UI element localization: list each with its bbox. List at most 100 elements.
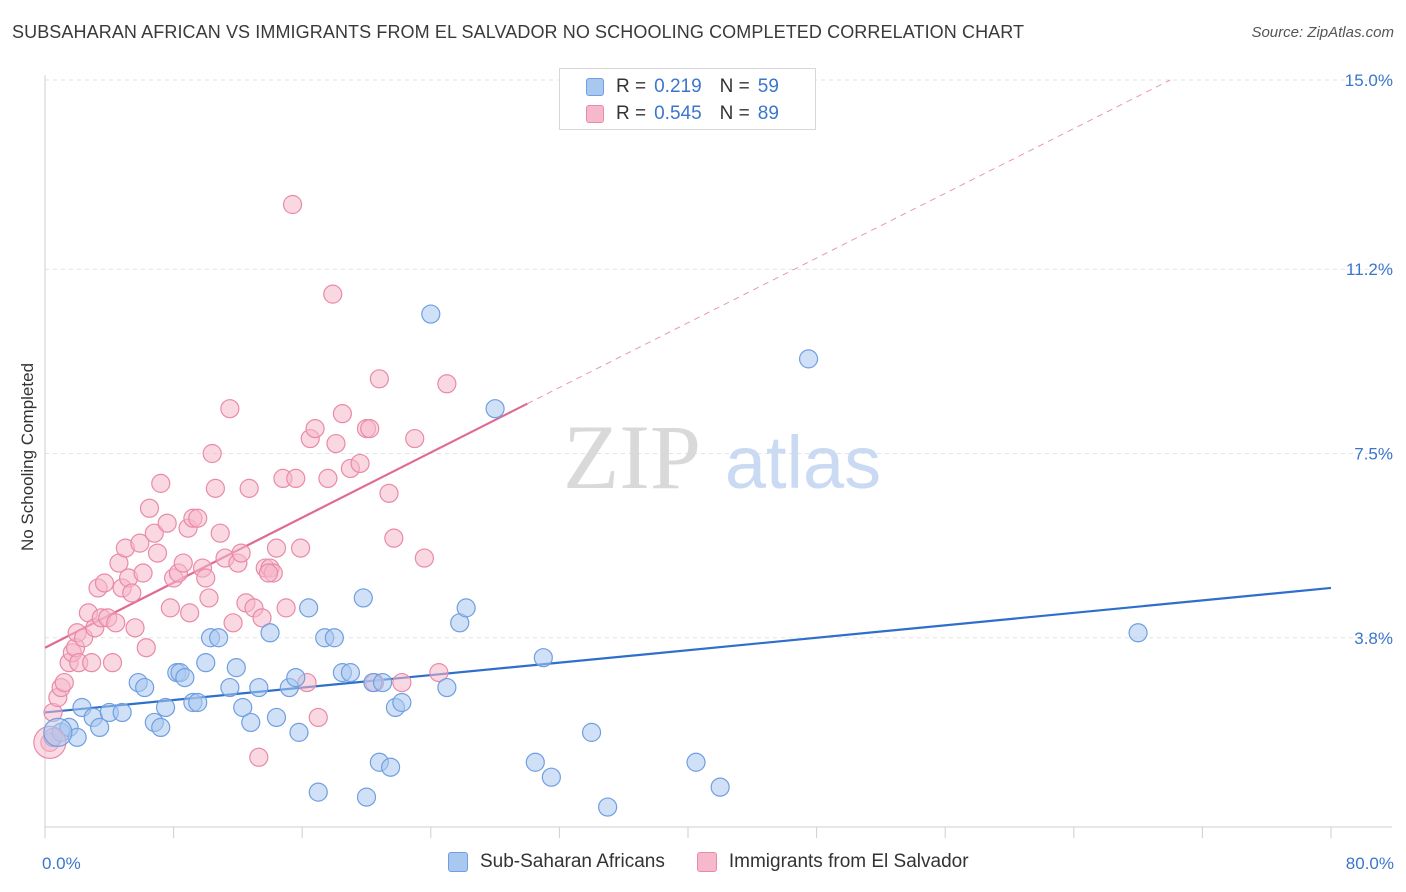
point-el-salvador <box>125 618 145 638</box>
y-tick-label: 15.0% <box>1345 71 1393 90</box>
trend-line-pink <box>44 402 528 649</box>
point-el-salvador <box>151 473 171 493</box>
point-sub-saharan <box>286 667 306 688</box>
point-el-salvador <box>323 284 343 304</box>
point-el-salvador <box>384 528 404 548</box>
series-swatch-blue <box>448 852 468 872</box>
legend-n-label: N = <box>719 103 750 124</box>
point-el-salvador <box>414 548 434 568</box>
source-credit: Source: ZipAtlas.com <box>1251 24 1394 41</box>
point-sub-saharan <box>175 667 195 688</box>
point-sub-saharan <box>155 697 176 718</box>
point-sub-saharan <box>135 677 155 698</box>
y-tick-label: 3.8% <box>1354 629 1393 648</box>
point-sub-saharan <box>308 782 328 802</box>
point-el-salvador <box>160 598 180 618</box>
point-el-salvador <box>231 543 251 563</box>
point-el-salvador <box>199 588 219 608</box>
point-sub-saharan <box>1128 623 1148 643</box>
series-name-pink: Immigrants from El Salvador <box>728 851 969 872</box>
point-el-salvador <box>258 563 279 583</box>
data-points <box>33 194 1148 817</box>
point-sub-saharan <box>90 717 110 738</box>
correlation-legend: R = 0.219 N = 59 R = 0.545 N = 89 <box>559 68 816 130</box>
series-legend-item-pink: Immigrants from El Salvador <box>696 851 969 873</box>
point-el-salvador <box>102 653 123 673</box>
point-el-salvador <box>133 563 153 583</box>
legend-r-value: 0.545 <box>654 103 702 124</box>
legend-row-pink: R = 0.545 N = 89 <box>586 102 779 126</box>
point-el-salvador <box>308 707 328 728</box>
point-el-salvador <box>220 399 240 419</box>
tick-labels: 3.8% 7.5% 11.2% 15.0% 0.0% 80.0% <box>42 71 1394 873</box>
point-el-salvador <box>249 747 269 767</box>
watermark-zip: ZIP <box>563 406 701 508</box>
watermark-atlas: atlas <box>725 421 881 504</box>
legend-swatch-blue <box>586 78 604 96</box>
point-sub-saharan <box>233 697 253 718</box>
point-el-salvador <box>94 573 115 593</box>
point-el-salvador <box>139 498 160 518</box>
point-el-salvador <box>210 523 230 543</box>
point-el-salvador <box>369 369 389 389</box>
legend-n-label: N = <box>719 76 750 97</box>
point-el-salvador <box>305 419 325 439</box>
point-sub-saharan <box>249 677 269 698</box>
point-el-salvador <box>180 603 200 623</box>
point-sub-saharan <box>798 349 819 369</box>
point-el-salvador <box>286 468 306 488</box>
point-sub-saharan <box>299 598 319 618</box>
watermark: ZIP atlas <box>563 406 881 508</box>
point-sub-saharan <box>266 707 287 728</box>
point-sub-saharan <box>485 399 505 419</box>
point-el-salvador <box>290 538 311 558</box>
point-el-salvador <box>147 543 168 563</box>
point-sub-saharan <box>421 304 441 324</box>
series-name-blue: Sub-Saharan Africans <box>480 851 665 872</box>
point-sub-saharan <box>260 623 280 643</box>
y-tick-label: 11.2% <box>1346 260 1393 279</box>
point-el-salvador <box>326 433 346 454</box>
point-sub-saharan <box>112 702 132 723</box>
point-el-salvador <box>54 672 74 693</box>
point-el-salvador <box>282 194 303 215</box>
point-sub-saharan <box>353 588 373 608</box>
point-sub-saharan <box>392 692 412 713</box>
point-sub-saharan <box>581 722 602 742</box>
point-el-salvador <box>437 374 457 394</box>
series-legend: Sub-Saharan Africans Immigrants from El … <box>448 851 1001 873</box>
legend-row-blue: R = 0.219 N = 59 <box>586 75 779 99</box>
point-el-salvador <box>173 553 193 573</box>
y-tick-label: 7.5% <box>1354 445 1393 464</box>
legend-n-value: 89 <box>757 103 779 124</box>
point-el-salvador <box>130 533 150 553</box>
point-sub-saharan <box>241 712 261 733</box>
series-legend-item-blue: Sub-Saharan Africans <box>448 851 665 873</box>
point-el-salvador <box>136 638 156 658</box>
point-el-salvador <box>350 453 370 474</box>
point-sub-saharan <box>209 628 229 648</box>
axis-ticks <box>44 827 1332 838</box>
point-sub-saharan <box>598 797 618 817</box>
point-el-salvador <box>157 513 177 533</box>
point-sub-saharan <box>381 757 401 777</box>
point-el-salvador <box>318 468 338 488</box>
point-el-salvador <box>405 428 425 449</box>
point-el-salvador <box>276 598 296 618</box>
legend-r-label: R = <box>616 76 647 97</box>
x-tick-label: 80.0% <box>1346 854 1394 873</box>
point-sub-saharan <box>220 677 240 698</box>
point-el-salvador <box>223 613 243 633</box>
point-el-salvador <box>429 663 449 683</box>
point-sub-saharan <box>456 598 476 618</box>
point-sub-saharan <box>43 717 73 747</box>
y-axis-label: No Schooling Completed <box>18 362 37 552</box>
point-sub-saharan <box>151 717 171 738</box>
point-sub-saharan <box>196 653 216 673</box>
point-sub-saharan <box>686 752 706 772</box>
point-sub-saharan <box>372 672 393 693</box>
legend-r-value: 0.219 <box>654 76 702 97</box>
point-sub-saharan <box>226 658 246 678</box>
chart-title: SUBSAHARAN AFRICAN VS IMMIGRANTS FROM EL… <box>12 22 1025 42</box>
point-sub-saharan <box>541 767 561 787</box>
